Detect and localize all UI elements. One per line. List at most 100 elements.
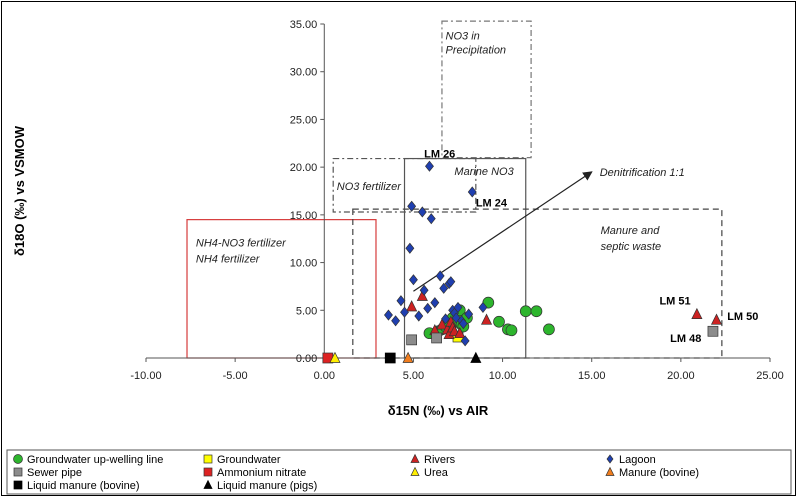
y-tick-label: 20.00 xyxy=(290,162,318,174)
point-sewer-pipe xyxy=(707,325,719,337)
region-label-2-0: Marine NO3 xyxy=(454,166,514,178)
point-lagoon xyxy=(453,301,463,313)
point-label: LM 48 xyxy=(670,333,701,345)
point-lagoon xyxy=(425,160,434,172)
point-manure-bovine- xyxy=(402,351,414,363)
point-lagoon xyxy=(458,318,468,330)
point-lagoon xyxy=(414,310,424,322)
legend-label: Manure (bovine) xyxy=(619,467,699,479)
x-axis-title: δ15N (‰) vs AIR xyxy=(388,403,489,418)
point-lagoon xyxy=(408,274,418,286)
point-label: LM 26 xyxy=(424,149,455,161)
axes-layer: -10.00 -5.00 0.00 5.00 10.00 15.00 20.00 25.00 0… xyxy=(12,19,784,418)
point-rivers xyxy=(406,300,418,312)
legend-swatch xyxy=(13,454,23,464)
x-tick-label: 20.00 xyxy=(667,370,695,382)
region-label-3-0: NH4-NO3 fertilizer xyxy=(196,237,287,249)
legend-item: Urea xyxy=(410,466,449,479)
y-tick-label: 5.00 xyxy=(296,305,317,317)
point-liquid-manure-bovine- xyxy=(384,352,396,364)
point-lagoon xyxy=(407,200,417,212)
legend-item: Liquid manure (bovine) xyxy=(13,480,140,492)
legend-swatch xyxy=(606,454,614,464)
point-lagoon xyxy=(405,242,415,254)
denitrification-label: Denitrification 1:1 xyxy=(600,167,685,179)
x-tick-label: -5.00 xyxy=(223,370,248,382)
point-groundwater-up-welling-line xyxy=(519,305,532,318)
point-rivers xyxy=(691,307,703,319)
legend-label: Sewer pipe xyxy=(27,467,82,479)
legend-swatch xyxy=(410,453,420,463)
legend-label: Lagoon xyxy=(619,454,656,466)
point-labels-layer: LM 26 LM 24 LM 51 LM 50 LM 48 xyxy=(424,149,758,345)
legend-item: Manure (bovine) xyxy=(605,466,699,479)
point-sewer-pipe xyxy=(406,334,417,346)
y-tick-label: 0.00 xyxy=(296,353,317,365)
legend-label: Liquid manure (pigs) xyxy=(217,480,317,492)
denitrification-arrow xyxy=(413,171,593,292)
legend-box xyxy=(6,449,792,495)
point-label: LM 24 xyxy=(476,197,508,209)
point-groundwater-up-welling-line xyxy=(505,324,518,337)
point-lagoon xyxy=(430,297,440,309)
point-groundwater-up-welling-line xyxy=(493,315,505,328)
point-label: LM 51 xyxy=(659,296,690,308)
region-label-4-0: Manure and xyxy=(601,225,661,237)
point-lagoon xyxy=(423,302,433,314)
y-axis-title: δ18O (‰) vs VSMOW xyxy=(12,125,27,256)
legend-swatch xyxy=(203,467,213,477)
region-label-1-0: NO3 fertilizer xyxy=(337,181,403,193)
legend-label: Groundwater xyxy=(217,454,281,466)
region-label-0-0: NO3 in xyxy=(446,30,480,42)
legend-item: Lagoon xyxy=(606,454,656,466)
point-sewer-pipe xyxy=(431,332,442,344)
legend-swatch xyxy=(13,480,23,490)
point-lagoon xyxy=(464,308,474,320)
legend-item: Liquid manure (pigs) xyxy=(203,479,317,492)
legend: Groundwater up-welling line Groundwater Ri… xyxy=(6,449,792,495)
point-groundwater-up-welling-line xyxy=(543,323,555,336)
point-rivers xyxy=(480,313,493,325)
legend-item: Groundwater xyxy=(203,454,281,466)
y-tick-label: 15.00 xyxy=(290,210,318,222)
point-lagoon xyxy=(426,213,436,225)
legend-swatch xyxy=(203,454,213,464)
point-liquid-manure-pigs- xyxy=(470,351,482,363)
legend-item: Groundwater up-welling line xyxy=(13,454,163,466)
point-rivers xyxy=(416,289,428,301)
region-label-3-1: NH4 fertilizer xyxy=(196,253,261,265)
point-urea xyxy=(329,351,341,363)
x-tick-label: 25.00 xyxy=(756,370,784,382)
point-rivers xyxy=(436,318,448,330)
point-lagoon xyxy=(441,313,450,325)
point-lagoon xyxy=(384,309,393,321)
x-tick-label: 5.00 xyxy=(403,370,424,382)
legend-label: Urea xyxy=(424,467,449,479)
point-lagoon xyxy=(446,276,456,288)
point-lagoon xyxy=(460,335,470,347)
point-lagoon xyxy=(439,282,449,294)
point-rivers xyxy=(454,326,466,339)
y-tick-label: 35.00 xyxy=(290,19,318,31)
x-tick-label: -10.00 xyxy=(130,370,161,382)
legend-label: Rivers xyxy=(424,454,456,466)
point-label: LM 50 xyxy=(727,311,758,323)
point-lagoon xyxy=(391,315,401,327)
legend-item: Ammonium nitrate xyxy=(203,467,306,479)
region-label-0-1: Precipitation xyxy=(446,44,507,56)
legend-label: Liquid manure (bovine) xyxy=(27,480,140,492)
legend-swatch xyxy=(13,467,23,477)
point-rivers xyxy=(710,313,723,325)
point-lagoon xyxy=(435,270,445,282)
y-tick-label: 25.00 xyxy=(290,114,318,126)
point-lagoon xyxy=(419,284,429,296)
region-box-0 xyxy=(441,20,532,159)
region-label-4-1: septic waste xyxy=(601,241,662,253)
legend-label: Groundwater up-welling line xyxy=(27,454,163,466)
point-lagoon xyxy=(467,186,477,198)
y-tick-label: 30.00 xyxy=(290,67,318,79)
legend-swatch xyxy=(605,466,615,476)
y-tick-label: 10.00 xyxy=(290,258,318,270)
